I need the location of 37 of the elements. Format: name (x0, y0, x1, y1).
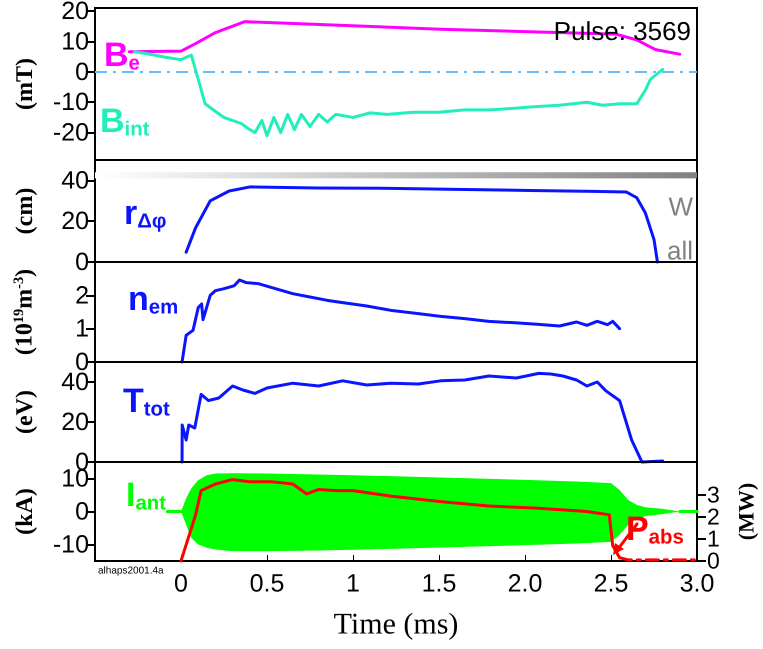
y-tick-label: 0 (75, 58, 89, 86)
x-tick-label: 0.5 (250, 570, 284, 598)
y-tick-label: 20 (61, 0, 89, 26)
series-label: Bint (100, 102, 150, 140)
y-tick-label: 2 (75, 281, 89, 310)
x-tick-label: 0 (174, 570, 188, 598)
y2-axis-title: (MW) (734, 482, 758, 540)
line-series (180, 278, 622, 364)
y-tick-label: -10 (52, 530, 89, 558)
x-tick-label: 1 (346, 570, 360, 598)
x-tick-label: 1.5 (422, 570, 456, 598)
y-axis-title: (kA) (12, 488, 38, 535)
y-axis-title: (mT) (12, 58, 38, 110)
y-tick-label: -10 (52, 88, 89, 116)
series-label: Ttot (123, 382, 170, 420)
y-tick-label: 10 (61, 27, 89, 56)
y-axis-title: (eV) (12, 390, 38, 434)
series-label: Be (104, 36, 140, 74)
series-label: Iant (126, 476, 166, 514)
y-tick-label: 1 (75, 314, 89, 343)
band-label: Wall (666, 191, 694, 266)
line-series (180, 372, 664, 464)
series-label: rΔφ (124, 194, 166, 232)
text: alhaps2001.4a (98, 566, 164, 576)
x-axis-title: Time (ms) (334, 608, 458, 640)
y-axis-title: (1019m-3) (11, 268, 38, 356)
y-tick-label: 0 (75, 498, 89, 526)
y-tick-label: 20 (61, 207, 89, 236)
y-tick-label: 40 (61, 166, 89, 194)
y-tick-label: 20 (61, 408, 89, 436)
x-tick-label: 2.5 (594, 570, 628, 598)
x-tick-label: 2.0 (508, 570, 542, 598)
y-axis-title: (cm) (12, 188, 38, 234)
line-series (184, 185, 659, 264)
y-tick-label: 0 (75, 248, 89, 276)
series-label: nem (128, 280, 178, 318)
y-tick-label: -20 (52, 118, 89, 147)
